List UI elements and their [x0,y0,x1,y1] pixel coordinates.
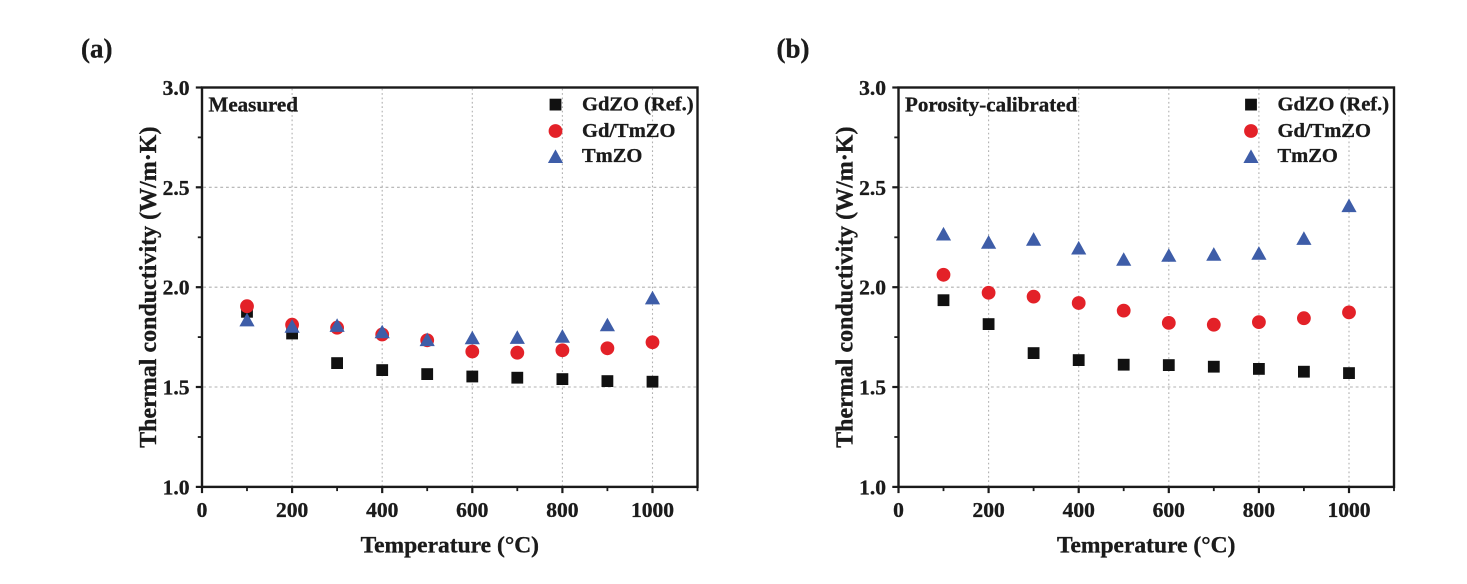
svg-text:Temperature (°C): Temperature (°C) [361,532,539,558]
svg-text:Gd/TmZO: Gd/TmZO [582,120,675,142]
svg-text:200: 200 [276,498,308,522]
svg-text:Temperature (°C): Temperature (°C) [1057,532,1235,558]
svg-text:1.0: 1.0 [163,475,190,499]
svg-text:0: 0 [197,498,208,522]
svg-text:Thermal conductivity (W/m·K): Thermal conductivity (W/m·K) [833,127,859,448]
svg-text:(a): (a) [81,34,112,64]
svg-text:2.5: 2.5 [163,176,190,200]
svg-text:2.0: 2.0 [859,276,886,300]
svg-text:0: 0 [893,498,904,522]
svg-text:200: 200 [972,498,1004,522]
svg-text:Gd/TmZO: Gd/TmZO [1278,120,1371,142]
svg-text:TmZO: TmZO [582,145,642,167]
svg-text:800: 800 [1243,498,1275,522]
svg-text:1000: 1000 [1328,498,1371,522]
svg-text:400: 400 [1063,498,1095,522]
svg-text:400: 400 [366,498,398,522]
svg-text:1.0: 1.0 [859,475,886,499]
svg-text:600: 600 [1153,498,1185,522]
svg-text:2.0: 2.0 [163,276,190,300]
svg-text:1.5: 1.5 [859,375,886,399]
svg-text:600: 600 [456,498,488,522]
svg-text:1.5: 1.5 [163,375,190,399]
svg-text:(b): (b) [777,34,810,64]
svg-text:Thermal conductivity (W/m·K): Thermal conductivity (W/m·K) [136,127,162,448]
svg-text:GdZO (Ref.): GdZO (Ref.) [582,93,694,115]
svg-text:TmZO: TmZO [1278,145,1338,167]
svg-text:GdZO (Ref.): GdZO (Ref.) [1278,93,1390,115]
svg-text:3.0: 3.0 [859,76,886,100]
svg-text:800: 800 [546,498,578,522]
svg-text:1000: 1000 [631,498,674,522]
svg-text:Measured: Measured [209,93,299,117]
svg-text:2.5: 2.5 [859,176,886,200]
svg-text:3.0: 3.0 [163,76,190,100]
svg-text:Porosity-calibrated: Porosity-calibrated [905,93,1078,117]
